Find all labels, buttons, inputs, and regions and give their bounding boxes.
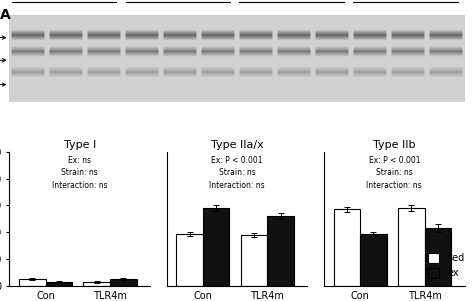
Bar <box>267 216 294 286</box>
Text: A: A <box>0 8 11 22</box>
Bar <box>46 282 72 286</box>
Text: Type IIa/x: Type IIa/x <box>0 33 6 42</box>
Text: Ex: ns
Strain: ns
Interaction: ns: Ex: ns Strain: ns Interaction: ns <box>52 156 108 190</box>
Title: Type I: Type I <box>64 140 96 150</box>
Bar <box>83 282 110 286</box>
Title: Type IIb: Type IIb <box>373 140 416 150</box>
Bar <box>360 234 387 286</box>
Bar <box>19 279 46 286</box>
Text: Type IIb: Type IIb <box>0 56 6 65</box>
Bar <box>398 208 425 286</box>
Bar <box>334 209 360 286</box>
Bar <box>425 228 451 286</box>
Bar <box>241 235 267 286</box>
Title: Type IIa/x: Type IIa/x <box>210 140 264 150</box>
Text: Type I: Type I <box>0 80 6 89</box>
Bar <box>203 208 229 286</box>
Text: Ex: P < 0.001
Strain: ns
Interaction: ns: Ex: P < 0.001 Strain: ns Interaction: ns <box>209 156 265 190</box>
Bar <box>110 279 137 286</box>
Text: Ex: P < 0.001
Strain: ns
Interaction: ns: Ex: P < 0.001 Strain: ns Interaction: ns <box>366 156 422 190</box>
Bar <box>176 234 203 286</box>
Legend: sed, ex: sed, ex <box>428 253 465 278</box>
